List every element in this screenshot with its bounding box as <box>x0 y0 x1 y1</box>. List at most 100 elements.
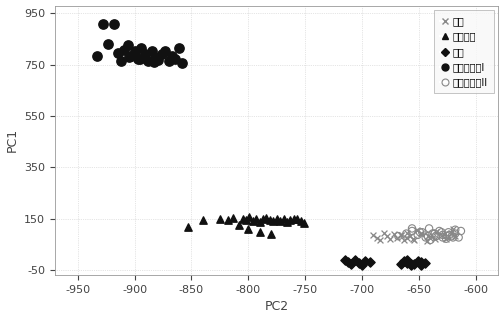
Point <box>276 218 284 223</box>
Point <box>256 229 264 234</box>
Point <box>426 235 434 240</box>
Point <box>445 230 453 235</box>
Point <box>245 214 254 219</box>
Point <box>437 232 446 237</box>
Point <box>263 215 271 220</box>
Point <box>235 222 243 227</box>
Point <box>446 232 454 237</box>
Point <box>431 231 439 236</box>
Point <box>414 258 422 263</box>
Point <box>252 217 260 222</box>
Y-axis label: PC1: PC1 <box>6 128 19 152</box>
Point <box>127 54 135 59</box>
Point <box>403 235 411 240</box>
Point <box>161 48 169 54</box>
Point <box>144 59 152 64</box>
Point <box>300 221 308 226</box>
Point <box>358 262 366 267</box>
Point <box>413 228 421 233</box>
Point <box>409 236 417 241</box>
Point <box>442 236 450 241</box>
Point <box>449 235 457 240</box>
Point <box>451 234 459 239</box>
Point <box>224 218 232 223</box>
Point <box>432 229 440 234</box>
Point <box>400 237 408 242</box>
Point <box>373 235 381 240</box>
Point <box>354 260 362 265</box>
Point <box>417 262 425 267</box>
Point <box>347 262 355 267</box>
Point <box>151 55 159 60</box>
Point <box>447 230 455 235</box>
Point <box>283 219 291 225</box>
Point <box>402 231 410 236</box>
Legend: 中华, 龙凤呈祥, 娇子, 待鉴别中华I, 待鉴别中华II: 中华, 龙凤呈祥, 娇子, 待鉴别中华I, 待鉴别中华II <box>434 11 493 93</box>
Point <box>120 48 129 53</box>
Point <box>259 216 267 221</box>
Point <box>138 46 146 51</box>
Point <box>266 218 274 223</box>
Point <box>178 60 186 65</box>
Point <box>113 50 121 56</box>
Point <box>410 237 418 242</box>
Point <box>273 217 281 222</box>
Point <box>344 259 352 264</box>
Point <box>438 232 447 237</box>
Point <box>380 230 388 235</box>
Point <box>131 48 139 54</box>
Point <box>432 234 440 239</box>
Point <box>341 258 349 263</box>
Point <box>351 258 359 263</box>
Point <box>158 51 166 56</box>
Point <box>125 54 133 59</box>
Point <box>168 54 176 59</box>
Point <box>449 227 457 232</box>
Point <box>455 235 463 240</box>
Point <box>397 233 405 238</box>
Point <box>165 59 173 64</box>
Point <box>141 51 149 56</box>
Point <box>397 233 405 238</box>
Point <box>403 230 411 235</box>
Point <box>423 239 431 244</box>
Point <box>420 260 428 265</box>
Point <box>387 236 395 241</box>
Point <box>451 231 459 236</box>
Point <box>408 228 416 234</box>
Point <box>448 234 456 239</box>
Point <box>134 56 142 61</box>
Point <box>432 234 440 239</box>
Point <box>457 228 465 234</box>
Point <box>154 57 162 63</box>
Point <box>437 230 446 235</box>
Point <box>410 261 418 266</box>
Point <box>417 230 425 235</box>
Point <box>418 230 426 235</box>
Point <box>242 218 250 223</box>
Point <box>175 46 183 51</box>
Point <box>407 263 415 268</box>
Point <box>229 215 237 220</box>
Point <box>403 260 411 265</box>
Point <box>425 226 433 231</box>
Point <box>431 236 439 241</box>
Point <box>435 228 444 234</box>
Point <box>369 233 377 238</box>
Point <box>366 260 374 265</box>
Point <box>199 218 207 223</box>
Point <box>403 257 411 262</box>
Point <box>438 235 447 240</box>
Point <box>216 217 224 222</box>
Point <box>390 231 398 236</box>
Point <box>400 258 408 263</box>
Point <box>150 60 158 65</box>
Point <box>376 237 384 242</box>
Point <box>269 219 277 224</box>
Point <box>408 226 416 231</box>
Point <box>249 219 257 224</box>
Point <box>383 234 391 239</box>
Point <box>110 21 118 26</box>
Point <box>443 234 451 239</box>
Point <box>238 216 246 221</box>
